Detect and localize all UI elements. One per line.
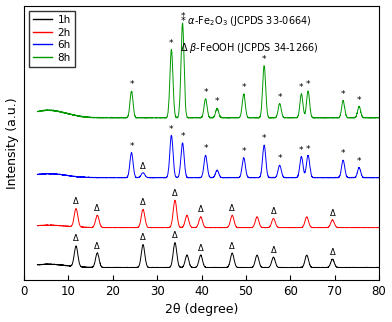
Text: * $\alpha$-Fe$_2$O$_3$ (JCPDS 33-0664): * $\alpha$-Fe$_2$O$_3$ (JCPDS 33-0664) — [180, 14, 312, 28]
Text: *: * — [129, 142, 134, 151]
Text: *: * — [306, 145, 310, 154]
Text: $\Delta$: $\Delta$ — [139, 231, 147, 242]
Text: $\Delta$: $\Delta$ — [139, 196, 147, 207]
Text: *: * — [203, 88, 208, 97]
Text: $\Delta$: $\Delta$ — [171, 187, 179, 198]
Text: $\Delta$: $\Delta$ — [139, 160, 147, 171]
Text: *: * — [262, 134, 267, 143]
Text: $\Delta$: $\Delta$ — [94, 240, 101, 251]
Text: $\Delta$: $\Delta$ — [328, 207, 336, 218]
Text: *: * — [357, 157, 361, 166]
Text: *: * — [241, 147, 246, 156]
Text: $\Delta$: $\Delta$ — [171, 229, 179, 240]
Text: *: * — [341, 90, 345, 99]
Text: $\Delta$: $\Delta$ — [270, 205, 277, 216]
Text: $\Delta$: $\Delta$ — [270, 244, 277, 255]
Text: *: * — [215, 98, 220, 106]
Text: *: * — [357, 96, 361, 105]
Legend: 1h, 2h, 6h, 8h: 1h, 2h, 6h, 8h — [29, 11, 75, 67]
Text: $\Delta$: $\Delta$ — [229, 240, 236, 251]
Text: *: * — [299, 83, 304, 92]
Text: *: * — [203, 145, 208, 153]
Text: $\Delta$: $\Delta$ — [197, 204, 205, 214]
Text: $\Delta$: $\Delta$ — [197, 242, 205, 253]
Text: $\Delta$: $\Delta$ — [229, 202, 236, 213]
Text: $\Delta$: $\Delta$ — [72, 232, 80, 243]
Text: *: * — [180, 12, 185, 21]
Text: *: * — [262, 55, 267, 64]
Text: *: * — [306, 80, 310, 89]
Text: $\Delta$ $\beta$-FeOOH (JCPDS 34-1266): $\Delta$ $\beta$-FeOOH (JCPDS 34-1266) — [180, 41, 319, 55]
Text: $\Delta$: $\Delta$ — [94, 202, 101, 213]
Text: *: * — [341, 149, 345, 158]
Text: *: * — [299, 146, 304, 155]
X-axis label: 2θ (degree): 2θ (degree) — [165, 303, 238, 317]
Text: *: * — [169, 125, 174, 134]
Text: *: * — [129, 80, 134, 89]
Text: *: * — [278, 154, 282, 163]
Text: $\Delta$: $\Delta$ — [72, 195, 80, 206]
Text: $\Delta$: $\Delta$ — [328, 246, 336, 257]
Text: *: * — [241, 83, 246, 92]
Text: *: * — [278, 93, 282, 102]
Text: *: * — [169, 39, 174, 48]
Text: *: * — [180, 132, 185, 141]
Y-axis label: Intensity (a.u.): Intensity (a.u.) — [5, 97, 18, 189]
